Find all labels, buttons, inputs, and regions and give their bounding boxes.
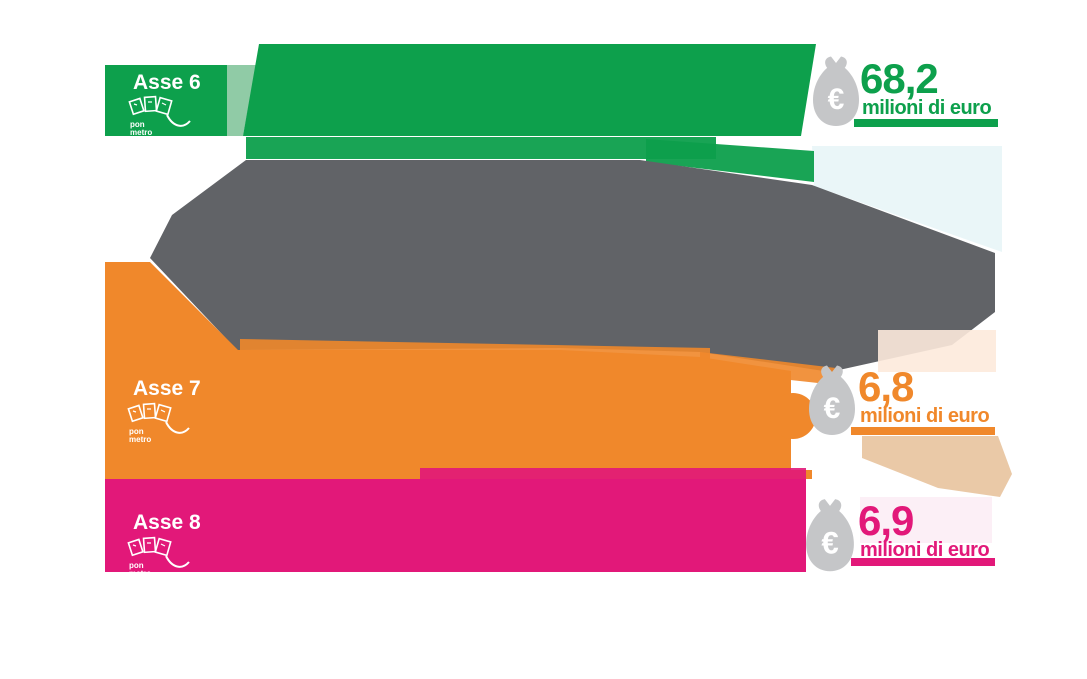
banknote-icon <box>128 97 145 116</box>
asse6-amount-unit: milioni di euro <box>862 97 992 119</box>
asse6-underline <box>854 119 998 127</box>
banknote-icon <box>127 538 144 557</box>
logo-swoosh <box>166 114 191 127</box>
pon-metro-logo: pon metro <box>127 536 190 578</box>
logo-text-metro: metro <box>130 128 152 137</box>
banknote-icon <box>154 403 172 423</box>
logo-text-pon: pon <box>129 427 144 436</box>
asse7-underline <box>851 427 995 435</box>
asse6-label-box: Asse 6 pon metro <box>105 65 227 137</box>
bag-knot <box>821 365 843 378</box>
banknote-icon <box>142 402 157 420</box>
banknote-marks <box>132 542 166 547</box>
bag-body <box>813 68 859 126</box>
logo-text-metro: metro <box>129 569 151 578</box>
asse8-label: Asse 8 <box>133 511 201 534</box>
bag-knot <box>818 499 842 513</box>
euro-symbol: € <box>828 83 845 116</box>
bag-body <box>806 511 854 572</box>
banknote-icon <box>143 95 158 113</box>
bag-knot <box>825 56 847 69</box>
banknote-marks <box>132 408 166 413</box>
asse7-amount: 6,8 <box>858 363 914 410</box>
banknote-icon <box>127 404 144 423</box>
money-bag-icon: € <box>813 56 859 126</box>
logo-swoosh <box>165 421 190 434</box>
pon-metro-logo: pon metro <box>127 402 190 444</box>
logo-swoosh <box>165 555 190 568</box>
logo-text-metro: metro <box>129 435 151 444</box>
money-bag-icon: € <box>809 365 855 435</box>
banknote-icon <box>142 536 157 554</box>
asse7-label: Asse 7 <box>133 377 201 400</box>
asse8-amount: 6,9 <box>858 497 914 544</box>
bag-body <box>809 377 855 435</box>
asse6-amount: 68,2 <box>860 55 939 102</box>
banknote-icon <box>155 96 173 116</box>
banknote-icon <box>154 537 172 557</box>
money-bag-icon: € <box>806 499 854 572</box>
asse7-amount-unit: milioni di euro <box>860 405 990 427</box>
asse6-label: Asse 6 <box>133 71 201 94</box>
orange-banner-end-bump <box>770 393 816 439</box>
pon-metro-logo: pon metro <box>128 95 191 137</box>
euro-symbol: € <box>821 526 838 561</box>
logo-text-pon: pon <box>129 561 144 570</box>
logo-text-pon: pon <box>130 120 145 129</box>
asse8-underline <box>851 558 995 566</box>
banknote-marks <box>133 101 167 106</box>
euro-symbol: € <box>824 392 841 425</box>
asse8-amount-unit: milioni di euro <box>860 539 990 561</box>
